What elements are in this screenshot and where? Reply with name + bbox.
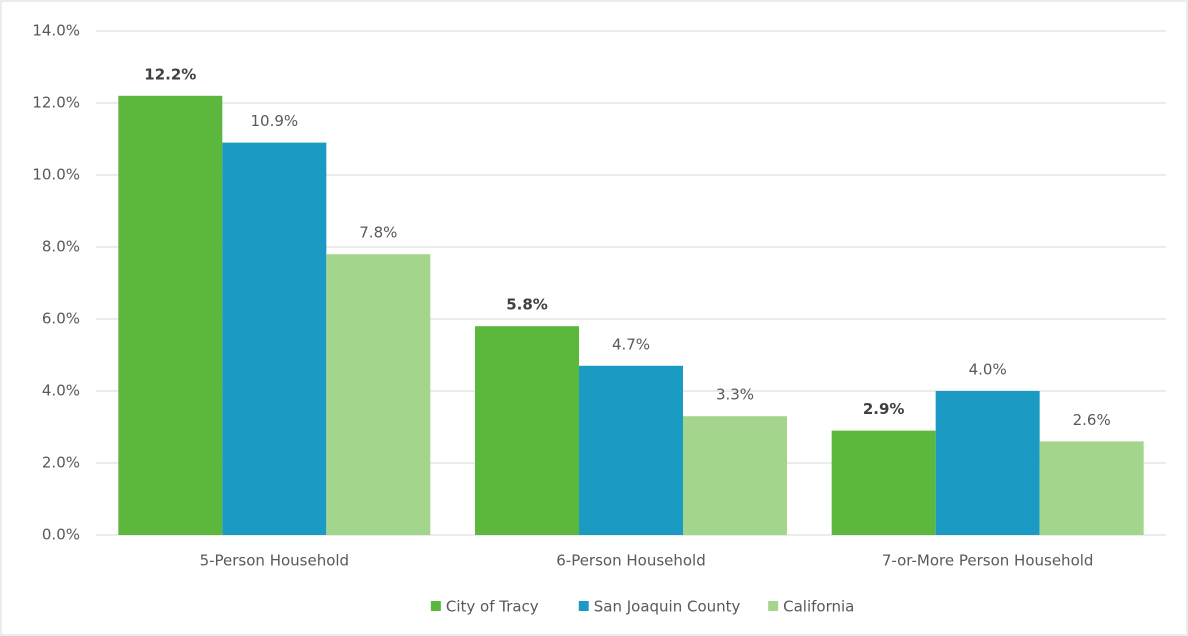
legend-swatch bbox=[768, 601, 779, 611]
bar bbox=[118, 95, 223, 536]
bar bbox=[475, 326, 579, 535]
bar bbox=[222, 142, 327, 535]
bar bbox=[935, 391, 1040, 535]
data-label: 10.9% bbox=[251, 112, 299, 130]
data-label: 4.0% bbox=[969, 361, 1007, 379]
data-label: 5.8% bbox=[506, 296, 548, 314]
legend-swatch bbox=[430, 601, 441, 611]
y-tick-label: 2.0% bbox=[42, 454, 80, 472]
bar bbox=[579, 365, 683, 535]
data-label: 2.9% bbox=[863, 400, 905, 418]
legend-label: City of Tracy bbox=[446, 598, 539, 616]
data-label: 7.8% bbox=[359, 224, 397, 242]
y-tick-label: 10.0% bbox=[32, 166, 80, 184]
data-label: 3.3% bbox=[716, 386, 754, 404]
y-tick-label: 4.0% bbox=[42, 382, 80, 400]
bar bbox=[683, 416, 787, 535]
data-label: 2.6% bbox=[1073, 411, 1111, 429]
x-tick-label: 7-or-More Person Household bbox=[882, 552, 1094, 570]
bar bbox=[326, 254, 431, 535]
y-tick-label: 0.0% bbox=[42, 526, 80, 544]
legend-label: San Joaquin County bbox=[594, 598, 741, 616]
x-tick-label: 5-Person Household bbox=[200, 552, 350, 570]
y-tick-label: 6.0% bbox=[42, 310, 80, 328]
data-label: 12.2% bbox=[144, 65, 196, 83]
x-tick-label: 6-Person Household bbox=[556, 552, 706, 570]
bar bbox=[1039, 441, 1144, 535]
y-tick-label: 8.0% bbox=[42, 238, 80, 256]
bar bbox=[831, 430, 936, 535]
y-tick-label: 12.0% bbox=[32, 94, 80, 112]
data-label: 4.7% bbox=[612, 335, 650, 353]
y-tick-label: 14.0% bbox=[32, 22, 80, 40]
legend-label: California bbox=[783, 598, 854, 616]
legend-swatch bbox=[578, 601, 589, 611]
